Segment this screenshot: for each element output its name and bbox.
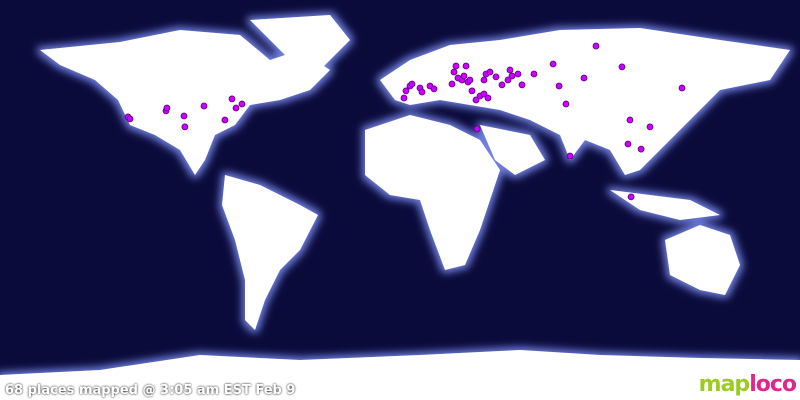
- place-marker[interactable]: [518, 81, 526, 89]
- markers: [124, 42, 686, 201]
- place-marker[interactable]: [484, 94, 492, 102]
- arabia: [480, 125, 545, 175]
- place-marker[interactable]: [430, 85, 438, 93]
- place-marker[interactable]: [180, 112, 188, 120]
- place-marker[interactable]: [624, 140, 632, 148]
- place-marker[interactable]: [492, 73, 500, 81]
- place-marker[interactable]: [448, 80, 456, 88]
- australia: [665, 225, 740, 295]
- place-marker[interactable]: [480, 90, 488, 98]
- place-marker[interactable]: [402, 87, 410, 95]
- place-marker[interactable]: [562, 100, 570, 108]
- place-marker[interactable]: [627, 193, 635, 201]
- place-marker[interactable]: [678, 84, 686, 92]
- place-marker[interactable]: [450, 68, 458, 76]
- place-marker[interactable]: [506, 66, 514, 74]
- logo-part2: loco: [749, 372, 797, 397]
- place-marker[interactable]: [418, 88, 426, 96]
- place-marker[interactable]: [466, 76, 474, 84]
- place-marker[interactable]: [468, 87, 476, 95]
- place-marker[interactable]: [646, 123, 654, 131]
- place-marker[interactable]: [232, 104, 240, 112]
- place-marker[interactable]: [452, 62, 460, 70]
- place-marker[interactable]: [408, 80, 416, 88]
- place-marker[interactable]: [163, 104, 171, 112]
- place-marker[interactable]: [480, 76, 488, 84]
- place-marker[interactable]: [221, 116, 229, 124]
- greenland: [250, 15, 350, 70]
- eurasia: [380, 28, 790, 175]
- maploco-logo[interactable]: maploco: [698, 372, 797, 397]
- place-marker[interactable]: [592, 42, 600, 50]
- antarctica: [0, 350, 800, 400]
- africa: [365, 115, 500, 270]
- north-america: [40, 30, 330, 175]
- place-marker[interactable]: [618, 63, 626, 71]
- place-marker[interactable]: [530, 70, 538, 78]
- place-marker[interactable]: [498, 81, 506, 89]
- place-marker[interactable]: [126, 115, 134, 123]
- place-marker[interactable]: [637, 145, 645, 153]
- landmasses: [0, 15, 800, 400]
- southeast-asia: [610, 190, 720, 220]
- place-marker[interactable]: [555, 82, 563, 90]
- place-marker[interactable]: [549, 60, 557, 68]
- place-marker[interactable]: [566, 152, 574, 160]
- place-marker[interactable]: [200, 102, 208, 110]
- status-text: 68 places mapped @ 3:05 am EST Feb 9: [5, 383, 296, 398]
- place-marker[interactable]: [508, 72, 516, 80]
- logo-part1: map: [698, 372, 751, 397]
- place-marker[interactable]: [181, 123, 189, 131]
- place-marker[interactable]: [580, 74, 588, 82]
- place-marker[interactable]: [486, 68, 494, 76]
- place-marker[interactable]: [514, 70, 522, 78]
- south-america: [222, 175, 318, 330]
- place-marker[interactable]: [228, 95, 236, 103]
- place-marker[interactable]: [473, 125, 481, 133]
- place-marker[interactable]: [462, 62, 470, 70]
- place-marker[interactable]: [460, 72, 468, 80]
- place-marker[interactable]: [626, 116, 634, 124]
- place-marker[interactable]: [504, 76, 512, 84]
- place-marker[interactable]: [400, 94, 408, 102]
- place-marker[interactable]: [472, 96, 480, 104]
- place-marker[interactable]: [238, 100, 246, 108]
